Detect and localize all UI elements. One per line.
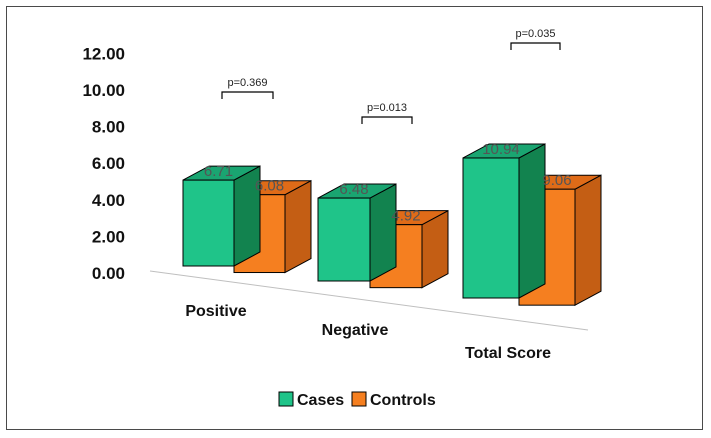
legend-label-cases: Cases — [297, 392, 344, 409]
legend: Cases Controls — [278, 391, 436, 409]
data-label: 6.48 — [339, 181, 368, 198]
legend-swatch-controls — [351, 391, 367, 407]
data-label: 9.06 — [542, 172, 571, 189]
p-value-label: p=0.369 — [227, 77, 267, 89]
bar-cases — [317, 197, 371, 282]
p-value-label: p=0.035 — [515, 28, 555, 40]
data-label: 4.92 — [391, 208, 420, 225]
p-value-bracket — [221, 91, 274, 99]
y-axis: 0.00 2.00 4.00 6.00 8.00 10.00 12.00 — [82, 44, 125, 283]
bar-cases — [182, 179, 235, 267]
bar-controls-side — [574, 174, 602, 307]
p-value-bracket — [361, 116, 413, 124]
data-label: 6.08 — [255, 178, 284, 195]
bars — [182, 143, 602, 307]
y-tick-label: 6.00 — [92, 154, 125, 173]
y-tick-label: 8.00 — [92, 118, 125, 137]
category-label: Negative — [322, 322, 389, 339]
y-tick-label: 4.00 — [92, 191, 125, 210]
y-tick-label: 10.00 — [82, 81, 125, 100]
chart-floor-line — [149, 270, 589, 331]
data-labels: 6.71 6.08 p=0.369 6.48 4.92 p=0.013 10.94 9.06 p… — [204, 28, 572, 225]
y-tick-label: 2.00 — [92, 227, 125, 246]
data-label: 6.71 — [204, 163, 233, 180]
legend-swatch-cases — [278, 391, 294, 407]
y-tick-label: 12.00 — [82, 44, 125, 63]
data-label: 10.94 — [482, 141, 520, 158]
p-value-label: p=0.013 — [367, 102, 407, 114]
legend-label-controls: Controls — [370, 392, 436, 409]
bar-cases — [462, 157, 520, 299]
p-value-bracket — [510, 42, 561, 50]
category-labels: Positive Negative Total Score — [185, 303, 551, 362]
category-label: Total Score — [465, 345, 551, 362]
bar-controls-side — [284, 179, 312, 274]
category-label: Positive — [185, 303, 246, 320]
y-tick-label: 0.00 — [92, 264, 125, 283]
chart-frame — [6, 6, 703, 430]
bar-cases-side — [369, 183, 397, 282]
bar-cases-side — [518, 143, 546, 299]
